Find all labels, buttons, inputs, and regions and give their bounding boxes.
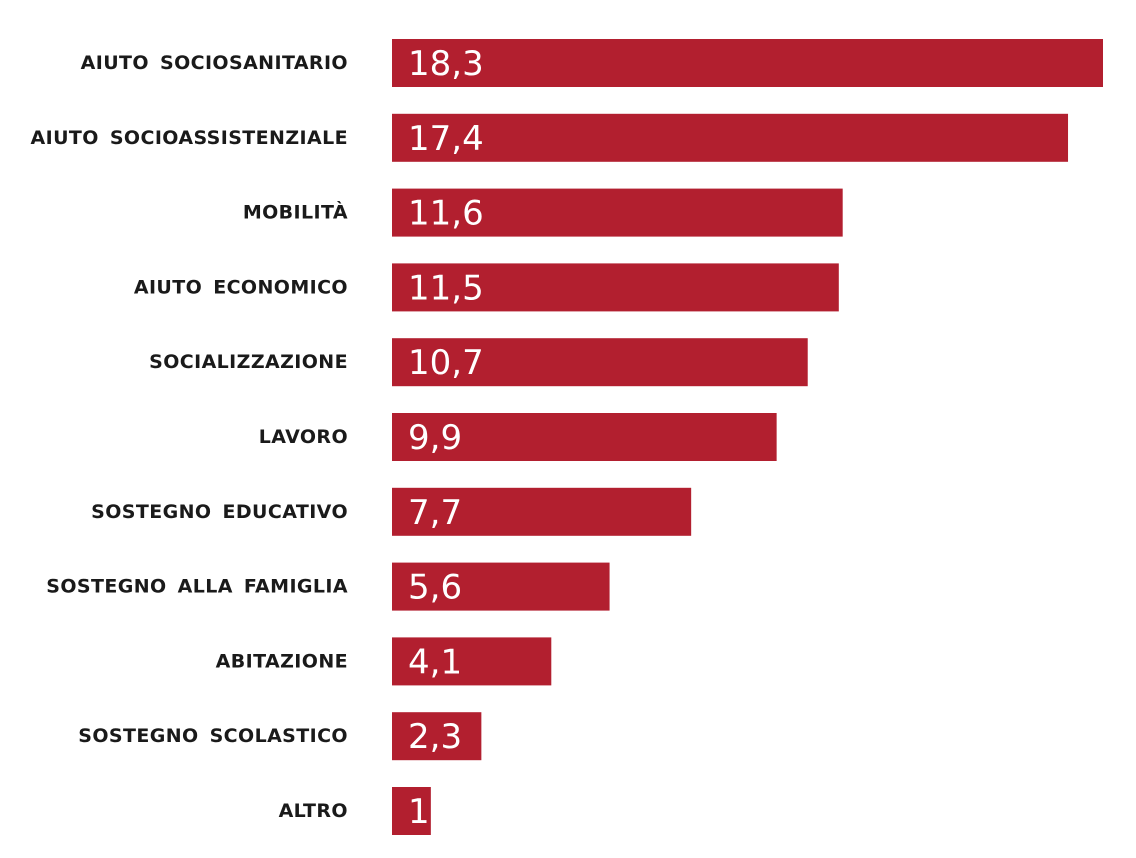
bar-value-label: 7,7 [408,493,462,533]
bar-row: SOSTEGNO SCOLASTICO 2,3 [78,712,482,761]
bar-value-label: 11,5 [408,268,484,308]
bar-row: MOBILITÀ 11,6 [243,188,843,237]
bar-value-label: 4,1 [408,642,462,682]
bar-value-label: 1 [408,792,430,832]
bar [392,188,843,237]
category-label: SOSTEGNO EDUCATIVO [91,501,348,523]
bar-value-label: 11,6 [408,194,484,234]
bar-row: SOSTEGNO ALLA FAMIGLIA 5,6 [46,562,610,611]
category-label: LAVORO [259,426,348,448]
bar [392,562,610,611]
bar-row: AIUTO ECONOMICO 11,5 [134,263,839,312]
bar [392,787,431,835]
bar-row: AIUTO SOCIOSANITARIO 18,3 [81,39,1103,87]
bar-row: SOSTEGNO EDUCATIVO 7,7 [91,487,692,536]
bar-value-label: 2,3 [408,717,462,757]
category-label: ABITAZIONE [216,650,348,672]
bar [392,263,839,312]
category-label: AIUTO SOCIOASSISTENZIALE [31,127,348,149]
bar-row: AIUTO SOCIOASSISTENZIALE 17,4 [31,113,1069,162]
bar-row: ABITAZIONE 4,1 [216,637,552,686]
bar-value-label: 10,7 [408,343,484,383]
bar-row: ALTRO 1 [279,787,431,835]
bar [392,487,692,536]
bar-row: LAVORO 9,9 [259,413,777,461]
bar-value-label: 5,6 [408,568,462,608]
bar [392,637,552,686]
category-label: AIUTO ECONOMICO [134,276,348,298]
bar-value-label: 9,9 [408,418,462,458]
category-label: ALTRO [279,800,348,822]
bar [392,413,777,461]
bar [392,338,808,387]
bar-value-label: 17,4 [408,119,484,159]
category-label: MOBILITÀ [243,201,348,224]
bar [392,39,1103,87]
category-label: SOSTEGNO SCOLASTICO [78,725,348,747]
category-label: AIUTO SOCIOSANITARIO [81,52,348,74]
bar [392,113,1069,162]
category-label: SOCIALIZZAZIONE [149,351,348,373]
bar-row: SOCIALIZZAZIONE 10,7 [149,338,808,387]
bar-value-label: 18,3 [408,44,484,84]
category-label: SOSTEGNO ALLA FAMIGLIA [46,576,348,598]
bar [392,712,482,761]
